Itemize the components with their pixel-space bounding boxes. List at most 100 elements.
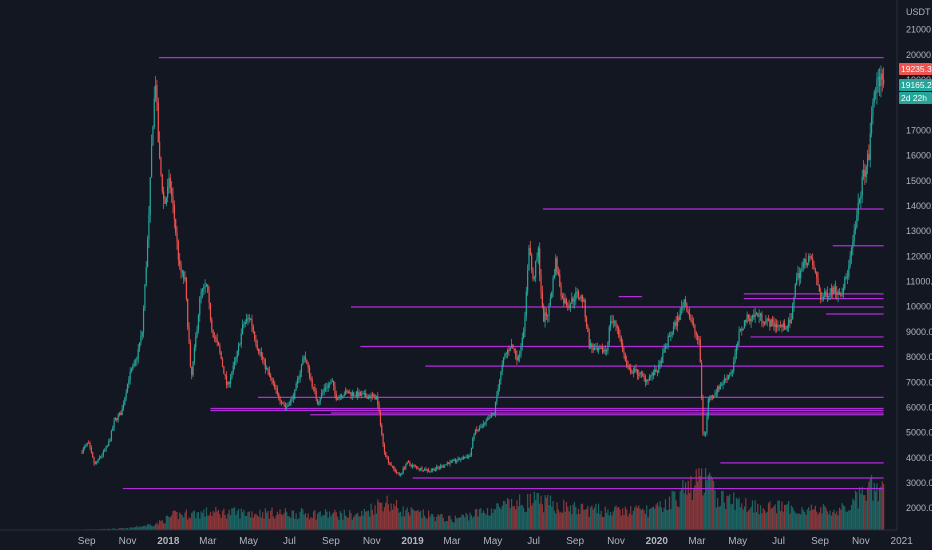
volume-bar <box>584 509 586 530</box>
volume-bar <box>786 504 788 530</box>
candle-body <box>822 297 824 299</box>
volume-bar <box>696 481 699 530</box>
price-high-label-bg <box>899 63 932 75</box>
candle-body <box>401 472 403 475</box>
candle-body <box>468 455 470 458</box>
candle-body <box>743 320 746 329</box>
candle-body <box>699 339 701 363</box>
candle-body <box>745 320 747 323</box>
candle-body <box>631 372 633 374</box>
candle-body <box>93 457 95 464</box>
candle-body <box>310 377 312 380</box>
volume-bar <box>114 528 117 530</box>
candle-body <box>355 391 357 396</box>
candle-body <box>324 387 327 389</box>
volume-bar <box>361 511 363 530</box>
candle-body <box>150 144 153 178</box>
volume-bar <box>642 508 644 530</box>
volume-bar <box>830 515 833 530</box>
candle-body <box>767 319 770 321</box>
candle-body <box>84 446 86 449</box>
volume-bar <box>389 511 391 530</box>
volume-bar <box>320 516 323 530</box>
candle-body <box>668 335 671 337</box>
volume-bar <box>116 528 118 530</box>
volume-bar <box>221 511 224 530</box>
candle-body <box>618 327 620 336</box>
time-axis[interactable]: Sep Nov 2018 Mar May Jul Sep Nov 2019 Mar May Jul Se… <box>0 529 913 547</box>
volume-bar <box>200 511 202 530</box>
volume-bar <box>102 528 105 530</box>
candle-body <box>137 349 139 359</box>
candle-body <box>640 372 642 374</box>
volume-bar <box>695 469 697 530</box>
candle-body <box>742 328 744 331</box>
candle-body <box>322 391 324 394</box>
candle-body <box>644 376 647 382</box>
volume-bar <box>596 512 598 530</box>
volume-bar <box>533 491 535 530</box>
volume-bar <box>482 510 485 530</box>
candle-body <box>610 321 612 328</box>
volume-bar <box>659 501 661 530</box>
candle-body <box>144 284 146 309</box>
volume-bar <box>743 506 746 530</box>
candle-body <box>101 454 103 457</box>
candle-body <box>796 278 798 285</box>
volume-bar <box>155 524 157 530</box>
volume-bar <box>569 505 572 530</box>
volume-bar <box>256 515 258 530</box>
candle-body <box>874 92 877 94</box>
volume-bar <box>173 510 175 530</box>
candle-body <box>302 359 304 365</box>
volume-bar <box>698 468 700 530</box>
candle-body <box>109 439 111 442</box>
volume-bar <box>370 503 372 530</box>
volume-bar <box>809 510 811 530</box>
volume-bar <box>168 517 170 530</box>
candle-body <box>316 399 319 405</box>
price-axis[interactable]: USDT 21000.0020000.0019000.0017000.00160… <box>896 0 932 530</box>
candle-body <box>824 291 826 298</box>
candle-body <box>770 319 772 327</box>
candle-body <box>286 406 288 408</box>
volume-bar <box>805 515 807 530</box>
volume-bar <box>500 509 502 530</box>
price-tick-label: 6000.00 <box>906 402 932 412</box>
candle-body <box>232 365 234 373</box>
candle-body <box>429 470 431 472</box>
price-tick-label: 12000.00 <box>906 251 932 261</box>
volume-bar <box>553 510 556 530</box>
volume-bar <box>557 509 560 530</box>
candle-body <box>771 319 774 323</box>
volume-bar <box>726 495 728 530</box>
candle-body <box>394 469 396 472</box>
volume-bar <box>721 491 723 530</box>
candle-body <box>797 273 799 279</box>
candle-body <box>132 365 134 370</box>
time-tick-label: Sep <box>78 536 96 547</box>
volume-bar <box>600 510 602 530</box>
volume-bar <box>204 516 206 530</box>
candle-body <box>244 321 246 324</box>
candle-body <box>153 98 155 127</box>
candle-body <box>474 429 477 435</box>
candle-body <box>746 314 748 323</box>
candle-body <box>390 463 392 466</box>
candle-body <box>343 394 345 396</box>
candle-body <box>270 375 272 378</box>
volume-bar <box>535 500 537 530</box>
candle-body <box>120 412 122 416</box>
candle-body <box>614 321 616 323</box>
candle-body <box>769 320 771 327</box>
candle-body <box>877 77 879 80</box>
candle-body <box>426 469 428 471</box>
candle-body <box>747 314 750 319</box>
candle-body <box>628 367 630 369</box>
candle-body <box>828 295 830 298</box>
candle-body <box>307 363 309 368</box>
volume-bar <box>421 517 423 530</box>
